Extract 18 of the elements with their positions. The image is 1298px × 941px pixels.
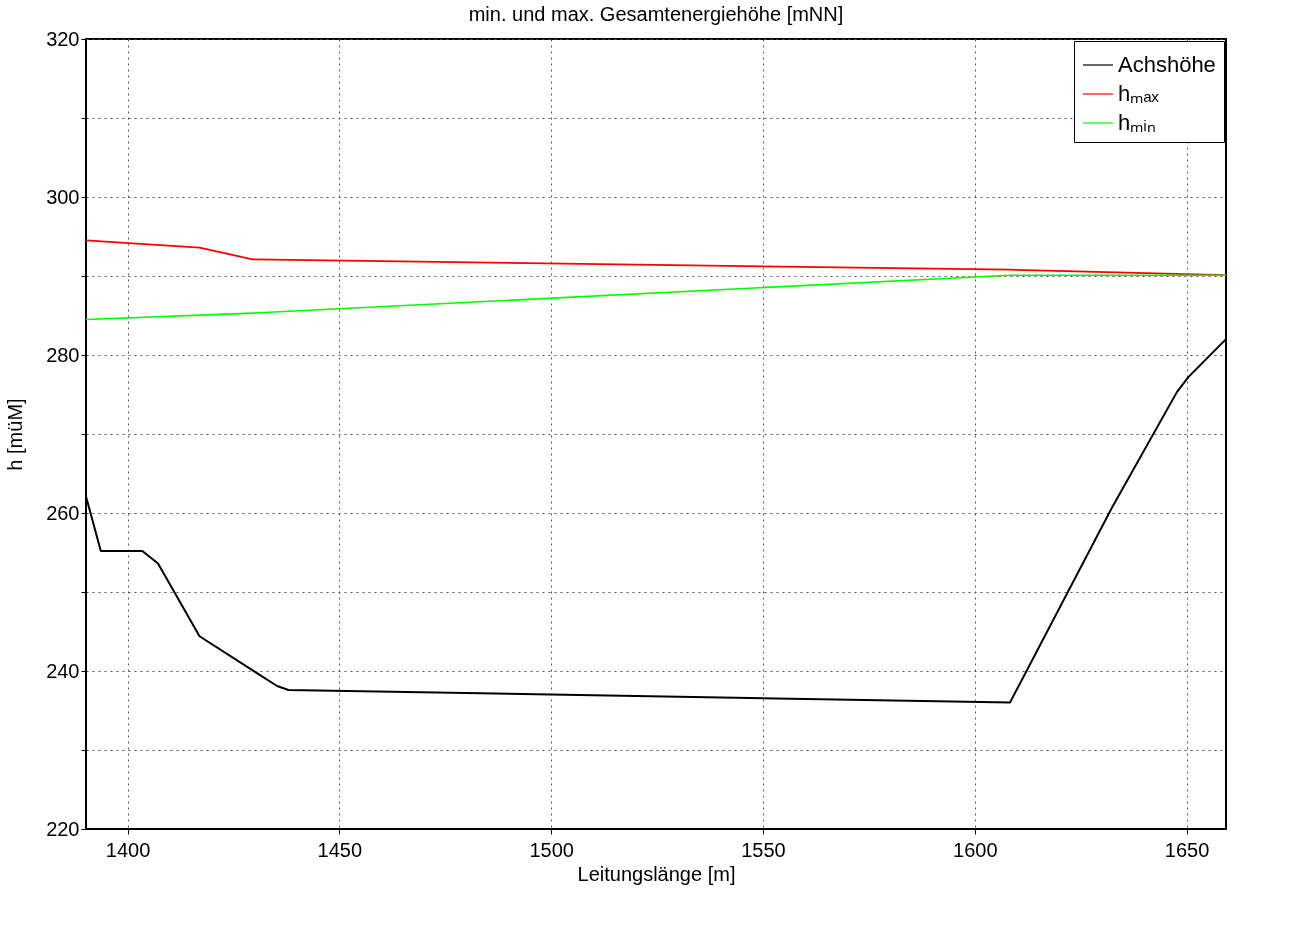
x-tick-label: 1400 bbox=[105, 838, 151, 861]
y-axis-title: h [müM] bbox=[4, 398, 27, 471]
y-tick-label: 220 bbox=[46, 817, 80, 840]
y-tick-label: 320 bbox=[46, 27, 80, 50]
x-tick-label: 1500 bbox=[529, 838, 574, 861]
y-tick-label: 300 bbox=[46, 185, 80, 208]
x-axis-title: Leitungslänge [m] bbox=[577, 862, 736, 885]
x-tick-label: 1650 bbox=[1164, 838, 1210, 861]
x-tick-label: 1600 bbox=[953, 838, 998, 861]
y-tick-label: 260 bbox=[46, 501, 80, 524]
legend-label: Achshöhe bbox=[1118, 52, 1216, 77]
y-tick-label: 280 bbox=[46, 343, 80, 366]
x-tick-label: 1450 bbox=[317, 838, 363, 861]
x-tick-label: 1550 bbox=[741, 838, 786, 861]
chart-title: min. und max. Gesamtenergiehöhe [mNN] bbox=[468, 3, 844, 25]
y-tick-label: 240 bbox=[46, 659, 80, 682]
legend-label: hₘₐₓ bbox=[1118, 81, 1160, 106]
legend-label: hₘᵢₙ bbox=[1118, 110, 1156, 135]
